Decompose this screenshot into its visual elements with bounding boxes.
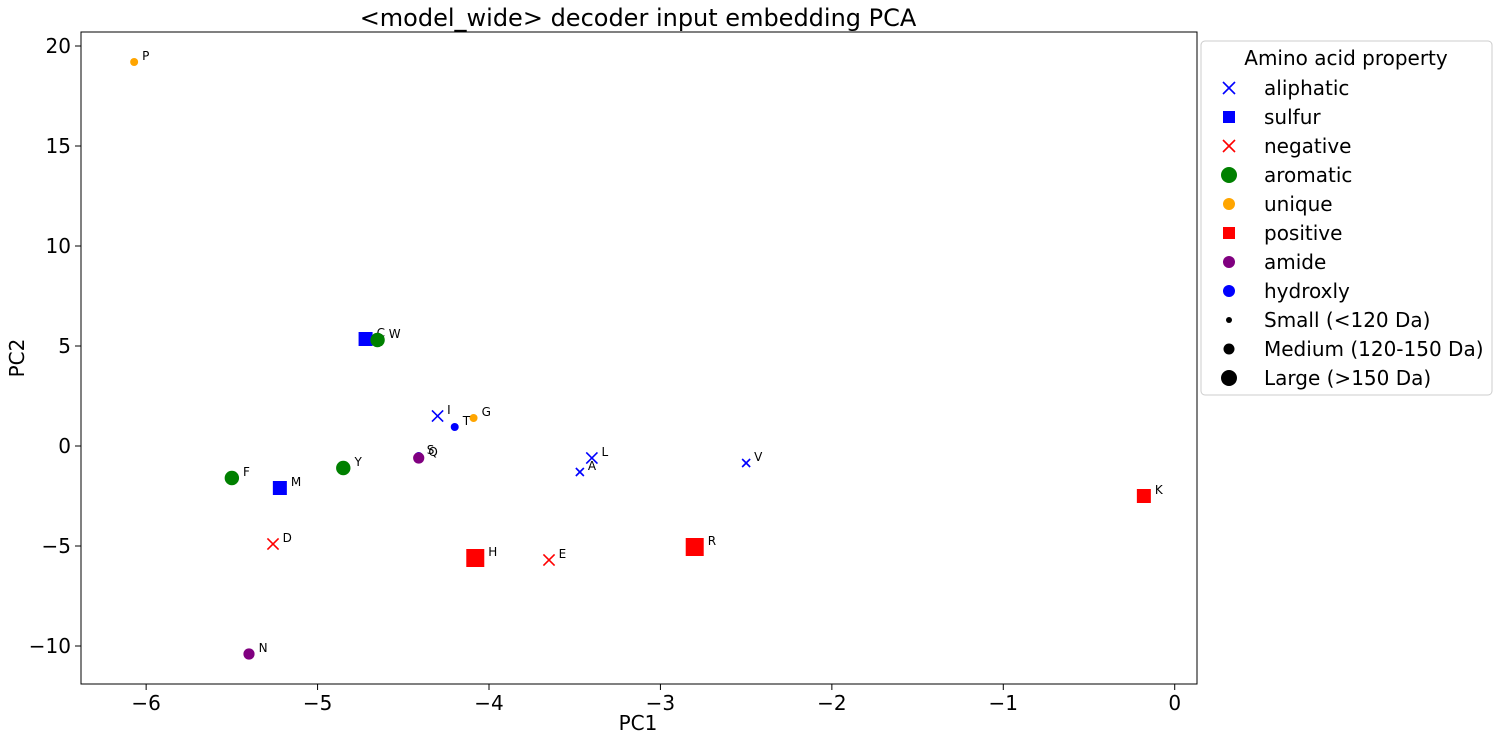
point-l-label: L [601, 445, 608, 459]
point-a-marker [575, 467, 585, 477]
legend-aromatic-marker [1221, 167, 1237, 183]
point-w-label: W [389, 327, 401, 341]
point-k-marker [1136, 489, 1151, 503]
point-m-label: M [291, 475, 301, 489]
legend-aliphatic-marker [1222, 81, 1236, 95]
x-tick-label: −1 [989, 691, 1018, 715]
legend-positive-label: positive [1264, 221, 1342, 245]
legend-aromatic-label: aromatic [1264, 163, 1352, 187]
chart-title: <model_wide> decoder input embedding PCA [360, 4, 917, 32]
x-tick-label: −5 [303, 691, 332, 715]
y-tick-label: −5 [42, 534, 71, 558]
point-e-label: E [559, 547, 567, 561]
point-e-marker [542, 553, 556, 567]
point-i-label: I [447, 403, 451, 417]
legend-positive-marker [1223, 227, 1235, 239]
x-axis-title: PC1 [619, 711, 658, 735]
point-c-label: C [377, 326, 385, 340]
point-v-label: V [754, 450, 763, 464]
legend-frame [1200, 40, 1493, 396]
point-l-marker [585, 451, 599, 465]
point-y-label: Y [353, 455, 362, 469]
legend-size-medium-marker [1223, 343, 1235, 355]
point-t-label: T [462, 414, 471, 428]
point-v-marker [741, 458, 751, 468]
point-n-marker [243, 648, 255, 660]
legend-hydroxly-marker [1223, 285, 1235, 297]
x-tick-label: −3 [646, 691, 675, 715]
legend-hydroxly-label: hydroxly [1264, 279, 1350, 303]
point-p-label: P [142, 49, 149, 63]
y-tick-label: 10 [46, 234, 71, 258]
x-axis: −6 −5 −4 −3 −2 −1 0 [131, 684, 1181, 715]
point-y-marker [336, 460, 351, 476]
point-f-label: F [243, 465, 250, 479]
legend-unique-marker [1223, 198, 1235, 210]
legend-amide-label: amide [1264, 250, 1326, 274]
x-tick-label: 0 [1168, 691, 1181, 715]
y-tick-label: 15 [46, 134, 71, 158]
legend-sulfur-marker [1223, 111, 1235, 123]
point-q-label: Q [428, 445, 437, 459]
point-c-marker [358, 332, 373, 346]
y-tick-label: 5 [58, 334, 71, 358]
legend-size-large-label: Large (>150 Da) [1264, 366, 1431, 390]
x-tick-label: −4 [474, 691, 503, 715]
y-tick-label: 0 [58, 434, 71, 458]
legend-size-small-marker [1226, 317, 1232, 323]
x-tick-label: −2 [817, 691, 846, 715]
point-g-label: G [482, 405, 491, 419]
legend: Amino acid property aliphatic sulfur negat… [1200, 40, 1493, 396]
legend-negative-marker [1222, 139, 1236, 153]
point-w-marker [370, 332, 385, 348]
y-axis: −10 −5 0 5 10 15 20 [29, 34, 81, 658]
point-h-label: H [488, 545, 497, 559]
y-tick-label: 20 [46, 34, 71, 58]
point-r-marker [685, 538, 704, 556]
point-g-marker [469, 414, 478, 422]
point-k-label: K [1155, 483, 1164, 497]
legend-title: Amino acid property [1244, 46, 1448, 70]
point-d-marker [266, 537, 280, 551]
data-points: P C W I GT SQ LA V F Y M K D H E R N [130, 49, 1164, 660]
legend-amide-marker [1223, 256, 1235, 268]
legend-size-small-label: Small (<120 Da) [1264, 308, 1430, 332]
point-n-label: N [259, 641, 268, 655]
legend-negative-label: negative [1264, 134, 1351, 158]
legend-unique-label: unique [1264, 192, 1333, 216]
point-a-label: A [588, 459, 597, 473]
point-s-label: S [427, 443, 435, 457]
point-f-marker [224, 470, 240, 486]
point-r-label: R [708, 534, 716, 548]
y-tick-label: −10 [29, 634, 71, 658]
y-axis-title: PC2 [5, 339, 29, 378]
legend-aliphatic-label: aliphatic [1264, 76, 1349, 100]
legend-size-medium-label: Medium (120-150 Da) [1264, 337, 1484, 361]
point-p-marker [130, 58, 139, 66]
legend-size-large-marker [1221, 370, 1237, 386]
point-h-marker [466, 549, 485, 567]
point-i-marker [431, 409, 444, 423]
x-tick-label: −6 [131, 691, 160, 715]
point-d-label: D [283, 531, 292, 545]
point-m-marker [272, 481, 287, 495]
point-t-marker [450, 423, 459, 431]
legend-sulfur-label: sulfur [1264, 105, 1321, 129]
plot-area [80, 31, 1198, 685]
point-q-marker [413, 452, 425, 464]
